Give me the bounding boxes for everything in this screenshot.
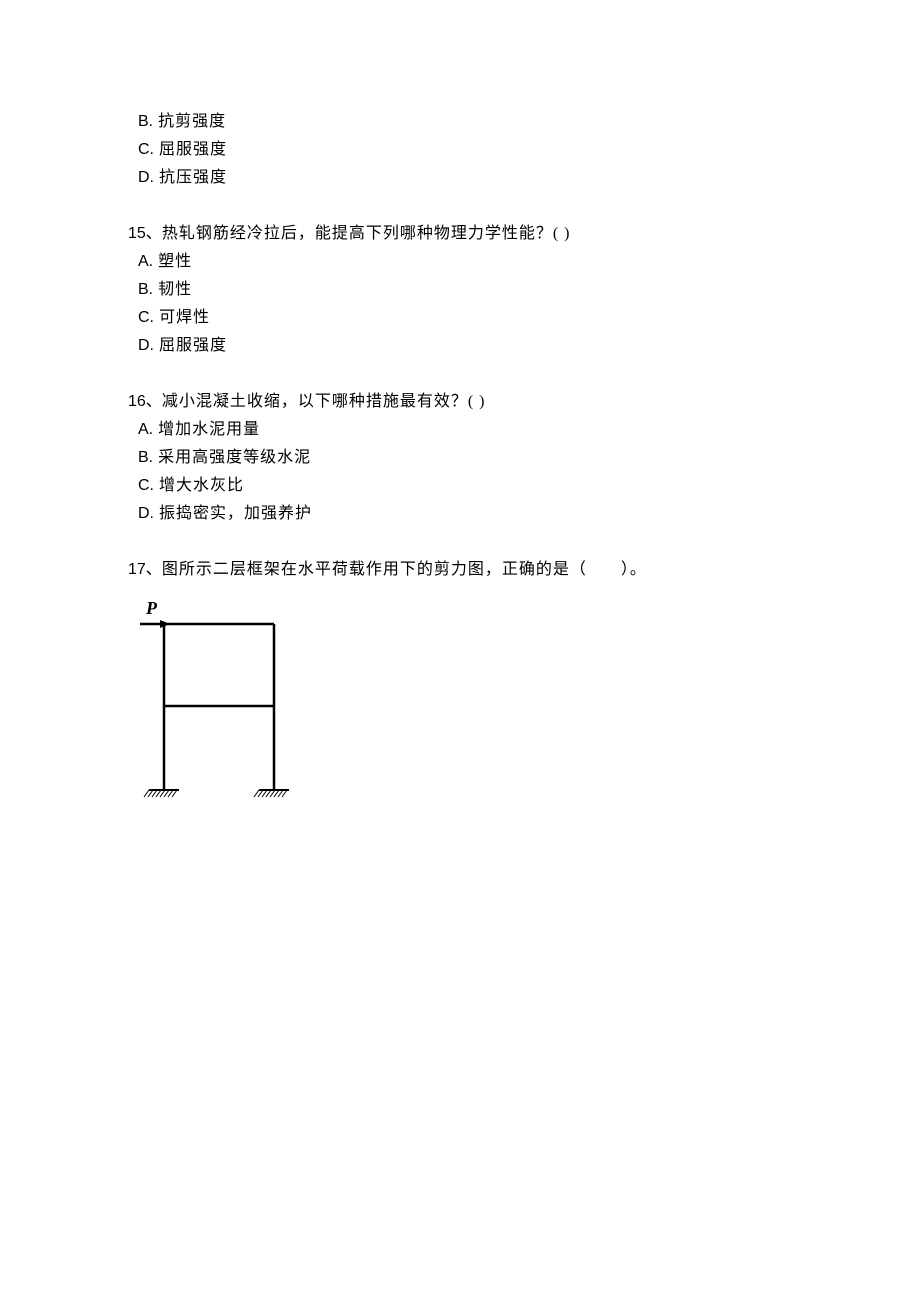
svg-text:P: P	[145, 598, 158, 618]
option-text: 抗压强度	[159, 169, 227, 186]
question-number: 16、	[128, 393, 162, 410]
option-letter: B.	[138, 113, 153, 130]
question-number: 17、	[128, 561, 162, 578]
option-16-c: C. 增大水灰比	[138, 472, 920, 500]
question-text: 热轧钢筋经冷拉后，能提高下列哪种物理力学性能？( )	[162, 225, 571, 242]
option-letter: C.	[138, 477, 154, 494]
option-text: 增加水泥用量	[158, 421, 260, 438]
option-text: 增大水灰比	[159, 477, 244, 494]
option-letter: D.	[138, 505, 154, 522]
option-14-c: C. 屈服强度	[138, 136, 920, 164]
question-14-partial: B. 抗剪强度 C. 屈服强度 D. 抗压强度	[128, 108, 920, 192]
option-letter: D.	[138, 169, 154, 186]
option-text: 塑性	[158, 253, 192, 270]
option-text: 振捣密实，加强养护	[159, 505, 312, 522]
option-15-b: B. 韧性	[138, 276, 920, 304]
question-16: 16、减小混凝土收缩，以下哪种措施最有效？( )	[128, 388, 920, 416]
option-text: 屈服强度	[159, 141, 227, 158]
option-15-d: D. 屈服强度	[138, 332, 920, 360]
question-text: 减小混凝土收缩，以下哪种措施最有效？( )	[162, 393, 486, 410]
option-text: 抗剪强度	[158, 113, 226, 130]
option-14-d: D. 抗压强度	[138, 164, 920, 192]
question-17: 17、图所示二层框架在水平荷载作用下的剪力图，正确的是（ ）。	[128, 556, 920, 584]
question-15: 15、热轧钢筋经冷拉后，能提高下列哪种物理力学性能？( )	[128, 220, 920, 248]
option-16-a: A. 增加水泥用量	[138, 416, 920, 444]
option-text: 可焊性	[159, 309, 210, 326]
option-15-a: A. 塑性	[138, 248, 920, 276]
option-14-b: B. 抗剪强度	[138, 108, 920, 136]
option-text: 屈服强度	[159, 337, 227, 354]
question-text: 图所示二层框架在水平荷载作用下的剪力图，正确的是（ ）。	[162, 561, 647, 578]
frame-svg: P	[136, 594, 296, 809]
option-letter: B.	[138, 281, 153, 298]
option-letter: D.	[138, 337, 154, 354]
frame-diagram: P	[136, 594, 920, 814]
option-letter: C.	[138, 141, 154, 158]
option-letter: C.	[138, 309, 154, 326]
option-letter: A.	[138, 253, 153, 270]
option-text: 采用高强度等级水泥	[158, 449, 311, 466]
option-16-b: B. 采用高强度等级水泥	[138, 444, 920, 472]
option-15-c: C. 可焊性	[138, 304, 920, 332]
option-letter: A.	[138, 421, 153, 438]
option-text: 韧性	[158, 281, 192, 298]
option-letter: B.	[138, 449, 153, 466]
question-number: 15、	[128, 225, 162, 242]
option-16-d: D. 振捣密实，加强养护	[138, 500, 920, 528]
